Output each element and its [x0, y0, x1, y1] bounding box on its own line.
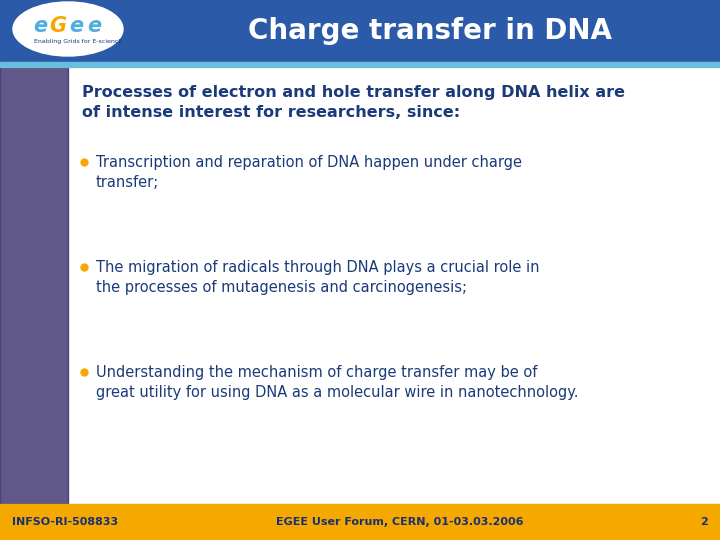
- Text: Charge transfer in DNA: Charge transfer in DNA: [248, 17, 612, 45]
- Text: Enabling Grids for E-sciencE: Enabling Grids for E-sciencE: [34, 38, 122, 44]
- Bar: [0, 0, 720, 62]
- Text: Understanding the mechanism of charge transfer may be of
great utility for using: Understanding the mechanism of charge tr…: [96, 364, 578, 400]
- Text: INFSO-RI-508833: INFSO-RI-508833: [12, 517, 118, 527]
- Bar: [0, 67, 720, 504]
- Text: e: e: [87, 16, 101, 36]
- Text: EGEE User Forum, CERN, 01-03.03.2006: EGEE User Forum, CERN, 01-03.03.2006: [276, 517, 523, 527]
- Text: Processes of electron and hole transfer along DNA helix are
of intense interest : Processes of electron and hole transfer …: [82, 85, 625, 120]
- Bar: [0, 62, 720, 67]
- Text: e: e: [33, 16, 47, 36]
- Text: The migration of radicals through DNA plays a crucial role in
the processes of m: The migration of radicals through DNA pl…: [96, 260, 539, 295]
- Ellipse shape: [13, 2, 123, 56]
- Text: e: e: [69, 16, 83, 36]
- Text: Transcription and reparation of DNA happen under charge
transfer;: Transcription and reparation of DNA happ…: [96, 155, 522, 191]
- Text: G: G: [50, 16, 66, 36]
- Bar: [0, 504, 720, 540]
- Text: 2: 2: [701, 517, 708, 527]
- Bar: [0, 67, 68, 504]
